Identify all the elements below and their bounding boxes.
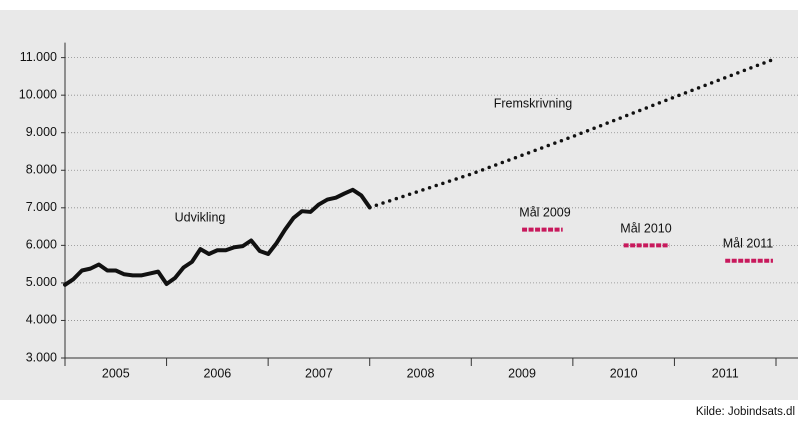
series-line xyxy=(63,187,372,287)
series-line xyxy=(367,56,778,210)
series-label: Mål 2011 xyxy=(723,236,774,250)
y-tick-label: 7.000 xyxy=(26,200,57,214)
series-label: Mål 2010 xyxy=(620,221,671,235)
grid xyxy=(61,42,798,366)
y-tick-label: 10.000 xyxy=(19,87,57,101)
y-tick-label: 4.000 xyxy=(26,313,57,327)
x-tick-label: 2010 xyxy=(610,366,638,380)
y-tick-label: 5.000 xyxy=(26,275,57,289)
y-tick-label: 3.000 xyxy=(26,350,57,364)
source: Kilde: Jobindsats.dl xyxy=(696,406,795,418)
y-tick-label: 9.000 xyxy=(26,125,57,139)
x-tick-label: 2009 xyxy=(508,366,536,380)
x-tick-label: 2005 xyxy=(102,366,130,380)
y-tick-label: 11.000 xyxy=(20,50,57,64)
x-tick-label: 2006 xyxy=(203,366,231,380)
plot-background xyxy=(0,10,798,400)
series-label: Fremskrivning xyxy=(494,96,573,110)
series-label: Udvikling xyxy=(175,210,226,224)
x-tick-label: 2011 xyxy=(712,366,739,380)
series-label: Mål 2009 xyxy=(519,205,570,219)
y-tick-label: 8.000 xyxy=(26,163,57,177)
x-tick-label: 2007 xyxy=(305,366,333,380)
x-tick-label: 2008 xyxy=(407,366,435,380)
y-tick-label: 6.000 xyxy=(26,238,57,252)
marks xyxy=(63,56,778,287)
